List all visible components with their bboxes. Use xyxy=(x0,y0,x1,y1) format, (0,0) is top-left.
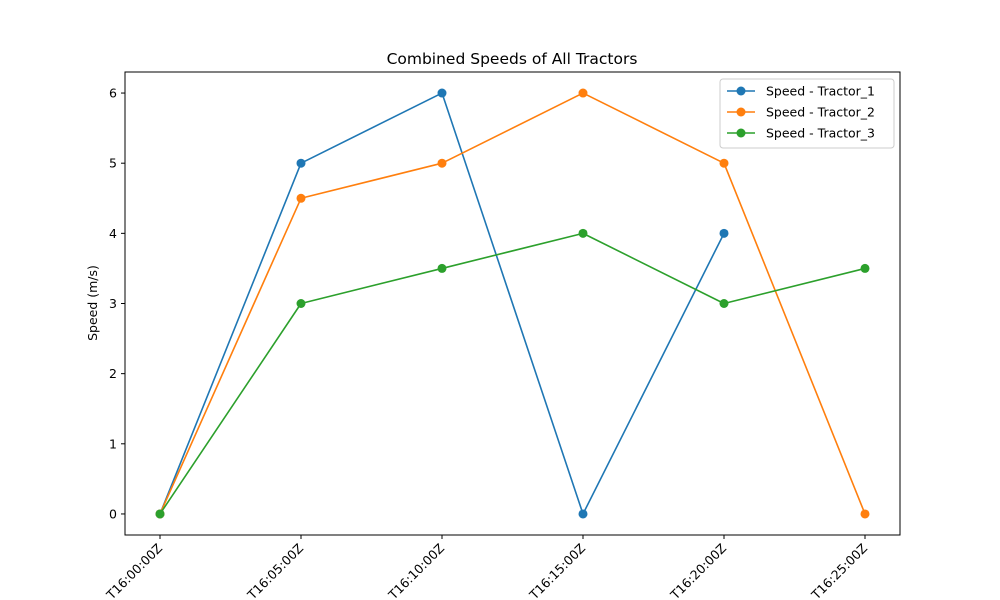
legend-swatch-marker-1 xyxy=(736,86,746,96)
y-tick-label: 5 xyxy=(109,156,117,171)
legend-label-1: Speed - Tractor_1 xyxy=(766,84,875,99)
legend-swatch-marker-2 xyxy=(736,107,746,117)
y-tick-label: 4 xyxy=(109,226,117,241)
legend-swatch-marker-3 xyxy=(736,128,746,138)
series-1-point xyxy=(578,509,588,519)
series-3-point xyxy=(437,263,447,273)
series-2-point xyxy=(296,193,306,203)
series-1-point xyxy=(296,158,306,168)
legend-box xyxy=(719,78,895,149)
y-tick-label: 3 xyxy=(109,296,117,311)
legend-label-3: Speed - Tractor_3 xyxy=(766,126,875,141)
series-2-point xyxy=(578,88,588,98)
legend: Speed - Tractor_1 Speed - Tractor_2 Speed … xyxy=(719,78,895,149)
series-2-point xyxy=(860,509,870,519)
series-2-point xyxy=(437,158,447,168)
series-1-point xyxy=(719,228,729,238)
series-3-point xyxy=(860,263,870,273)
series-line-3 xyxy=(159,232,866,515)
series-3-point xyxy=(578,228,588,238)
legend-label-2: Speed - Tractor_2 xyxy=(766,105,875,120)
y-tick-label: 6 xyxy=(109,86,117,101)
y-axis-label: Speed (m/s) xyxy=(85,265,100,341)
y-tick-label: 0 xyxy=(109,506,117,521)
series-3-point xyxy=(296,299,306,308)
plot-frame xyxy=(124,71,901,536)
y-tick-label: 2 xyxy=(109,366,117,381)
series-3-point xyxy=(719,299,729,308)
series-3-point xyxy=(155,509,165,519)
series-2-point xyxy=(719,158,729,168)
chart-title: Combined Speeds of All Tractors xyxy=(387,50,638,68)
series-1-point xyxy=(437,88,447,98)
y-tick-label: 1 xyxy=(109,436,117,451)
series-line-2 xyxy=(159,92,866,515)
